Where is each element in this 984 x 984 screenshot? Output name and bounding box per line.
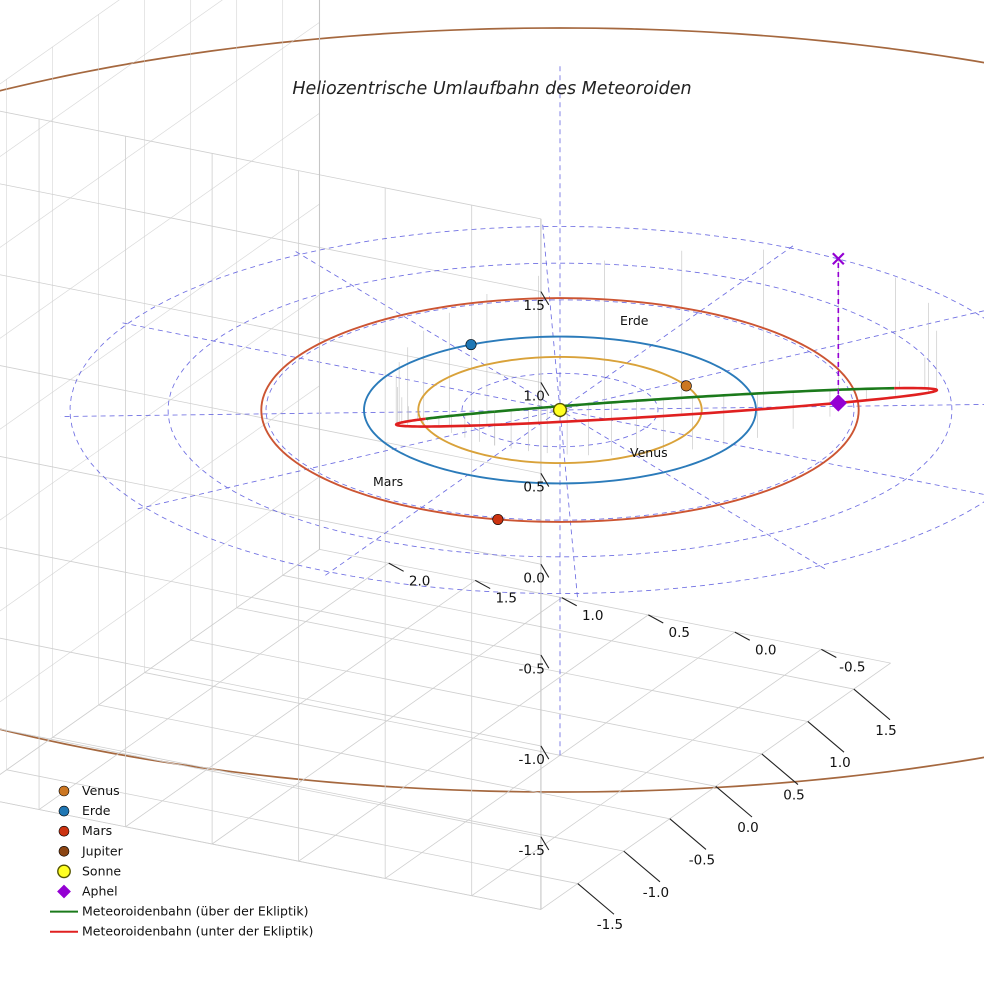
legend-item: Sonne <box>57 863 121 879</box>
legend: Venus Erde Mars Jupiter Sonne Aphel Meteoroide… <box>50 783 313 939</box>
label-erde: Erde <box>620 313 649 328</box>
tick-label: -0.5 <box>839 659 865 675</box>
legend-item: Meteoroidenbahn (über der Ekliptik) <box>50 904 308 919</box>
tick-label: 1.0 <box>582 608 603 624</box>
axes-box-edges <box>318 0 542 910</box>
page-title: Heliozentrische Umlaufbahn des Meteoroid… <box>292 79 691 99</box>
marker-mars <box>492 513 504 525</box>
legend-marker-venus <box>58 785 70 797</box>
tick-label: -0.5 <box>518 661 544 677</box>
tick-label: 1.0 <box>829 755 850 771</box>
legend-label: Venus <box>82 783 120 798</box>
orbit-erde <box>363 335 757 485</box>
tick-label: 0.5 <box>783 788 804 804</box>
axis-ticks: 1.5 1.0 0.5 0.0 -0.5 -1.0 -1.5 -1.5 -1.0 -0.5 0.0 0… <box>388 291 897 933</box>
legend-item: Mars <box>58 823 112 838</box>
legend-label: Aphel <box>82 884 118 899</box>
legend-item: Venus <box>58 783 120 798</box>
legend-label: Meteoroidenbahn (unter der Ekliptik) <box>82 924 313 939</box>
legend-marker-sonne <box>57 864 71 879</box>
marker-erde <box>465 339 477 351</box>
tick-label: 0.0 <box>737 820 758 836</box>
tick-label: 2.0 <box>409 573 430 589</box>
aphelion-marker <box>829 394 848 412</box>
tick-label: -1.0 <box>643 885 669 901</box>
legend-label: Jupiter <box>81 843 124 858</box>
tick-label: 0.5 <box>523 480 544 496</box>
legend-label: Mars <box>82 823 112 838</box>
tick-label: 0.5 <box>669 625 690 641</box>
legend-label: Sonne <box>82 863 121 878</box>
tick-label: -0.5 <box>689 852 715 868</box>
tick-label: 0.0 <box>523 570 544 586</box>
tick-label: -1.5 <box>518 843 544 859</box>
tick-label: -1.5 <box>597 917 623 933</box>
legend-item: Meteoroidenbahn (unter der Ekliptik) <box>50 924 313 939</box>
marker-sonne <box>552 402 568 418</box>
legend-marker-jupiter <box>58 845 70 857</box>
label-mars: Mars <box>373 474 403 489</box>
axes-panes <box>0 0 891 910</box>
legend-marker-aphel <box>57 884 71 899</box>
legend-item: Erde <box>58 803 111 818</box>
tick-label: 1.5 <box>875 723 896 739</box>
legend-label: Meteoroidenbahn (über der Ekliptik) <box>82 904 308 919</box>
legend-label: Erde <box>82 803 111 818</box>
orbit-venus <box>417 355 703 465</box>
aphelion-ground-x-icon <box>832 252 845 266</box>
legend-item: Jupiter <box>58 843 124 858</box>
meteoroid-orbit <box>394 386 939 428</box>
jupiter-orbit-arc <box>0 27 984 793</box>
legend-item: Aphel <box>57 884 118 899</box>
tick-label: 0.0 <box>755 642 776 658</box>
tick-label: 1.0 <box>523 389 544 405</box>
tick-label: 1.5 <box>523 298 544 314</box>
orbit-mars <box>260 297 860 523</box>
body-markers <box>465 252 848 525</box>
label-venus: Venus <box>630 445 668 460</box>
legend-marker-mars <box>58 825 70 837</box>
planet-orbits <box>260 297 860 523</box>
marker-venus <box>680 380 692 392</box>
tick-label: 1.5 <box>495 591 516 607</box>
legend-marker-erde <box>58 805 70 817</box>
tick-label: -1.0 <box>518 752 544 768</box>
